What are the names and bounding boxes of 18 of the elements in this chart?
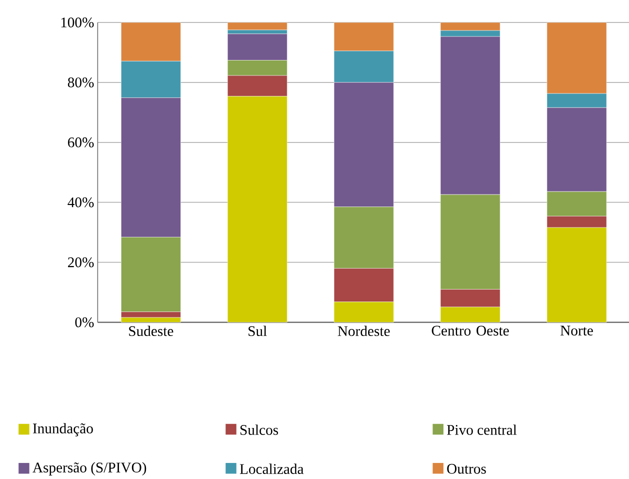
- x-tick-label: Norte: [560, 326, 593, 336]
- legend-label: Sulcos: [240, 424, 278, 436]
- y-tick-label: 20%: [68, 258, 94, 268]
- y-tick-label: 60%: [68, 138, 94, 148]
- y-tick-label: 80%: [68, 78, 94, 88]
- x-tick-label: Sul: [248, 326, 267, 336]
- x-tick-label: Centro Oeste: [432, 326, 509, 336]
- legend-label: Inundação: [32, 423, 93, 437]
- bar: [227, 22, 288, 30]
- legend-label: Localizada: [240, 464, 304, 474]
- x-tick-label: Sudeste: [129, 326, 174, 336]
- legend-label: Pivo central: [446, 424, 517, 436]
- legend-label: Aspersão (S/PIVO): [32, 462, 146, 476]
- y-tick-label: 0%: [75, 318, 94, 328]
- legend-label: Outros: [447, 464, 486, 474]
- y-tick-label: 40%: [68, 198, 94, 208]
- y-tick-label: 100%: [61, 18, 94, 28]
- x-tick-label: Nordeste: [338, 326, 390, 336]
